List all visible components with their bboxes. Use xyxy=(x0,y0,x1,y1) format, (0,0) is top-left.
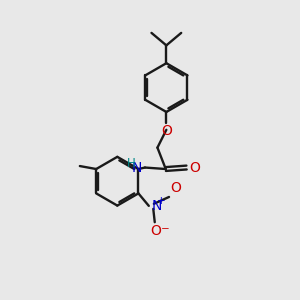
Text: O: O xyxy=(189,160,200,175)
Text: O: O xyxy=(150,224,161,238)
Text: +: + xyxy=(157,196,166,206)
Text: O: O xyxy=(170,182,182,196)
Text: N: N xyxy=(151,199,162,213)
Text: −: − xyxy=(161,224,170,234)
Text: N: N xyxy=(132,160,142,175)
Text: O: O xyxy=(161,124,172,138)
Text: H: H xyxy=(127,158,136,170)
